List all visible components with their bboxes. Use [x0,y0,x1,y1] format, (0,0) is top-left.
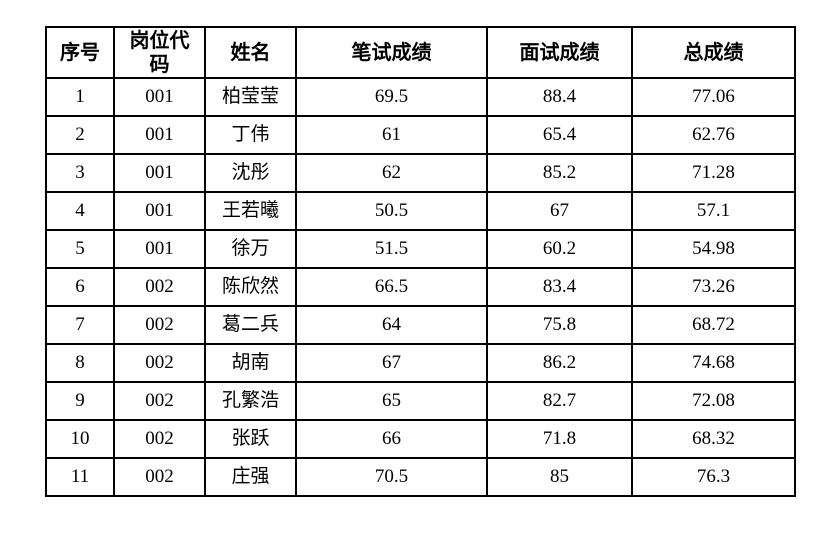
cell-total-score: 68.72 [631,305,796,345]
cell-total-score: 77.06 [631,77,796,117]
cell-written-score: 69.5 [295,77,488,117]
cell-written-score: 50.5 [295,191,488,231]
cell-written-score: 51.5 [295,229,488,269]
column-header-name: 姓名 [204,26,297,79]
cell-name: 王若曦 [204,191,297,231]
cell-total-score: 73.26 [631,267,796,307]
cell-interview-score: 85.2 [486,153,633,193]
table-row: 10 002 张跃 66 71.8 68.32 [45,419,796,459]
table-row: 9 002 孔繁浩 65 82.7 72.08 [45,381,796,421]
cell-interview-score: 71.8 [486,419,633,459]
cell-name: 孔繁浩 [204,381,297,421]
cell-interview-score: 75.8 [486,305,633,345]
cell-written-score: 70.5 [295,457,488,497]
cell-job-code: 002 [113,343,206,383]
cell-index: 8 [45,343,115,383]
column-header-written-score: 笔试成绩 [295,26,488,79]
cell-index: 11 [45,457,115,497]
cell-interview-score: 65.4 [486,115,633,155]
cell-index: 7 [45,305,115,345]
cell-index: 5 [45,229,115,269]
cell-job-code: 002 [113,419,206,459]
cell-total-score: 74.68 [631,343,796,383]
cell-total-score: 76.3 [631,457,796,497]
cell-job-code: 002 [113,305,206,345]
cell-total-score: 54.98 [631,229,796,269]
cell-name: 柏莹莹 [204,77,297,117]
cell-job-code: 001 [113,77,206,117]
cell-index: 2 [45,115,115,155]
cell-interview-score: 67 [486,191,633,231]
table-row: 3 001 沈彤 62 85.2 71.28 [45,153,796,193]
cell-written-score: 67 [295,343,488,383]
header-row: 序号 岗位代码 姓名 笔试成绩 面试成绩 总成绩 [45,26,796,79]
cell-written-score: 62 [295,153,488,193]
cell-index: 10 [45,419,115,459]
cell-written-score: 66 [295,419,488,459]
column-header-index: 序号 [45,26,115,79]
cell-job-code: 002 [113,457,206,497]
table-row: 4 001 王若曦 50.5 67 57.1 [45,191,796,231]
column-header-interview-score: 面试成绩 [486,26,633,79]
cell-index: 6 [45,267,115,307]
table-row: 7 002 葛二兵 64 75.8 68.72 [45,305,796,345]
table-row: 1 001 柏莹莹 69.5 88.4 77.06 [45,77,796,117]
table-row: 5 001 徐万 51.5 60.2 54.98 [45,229,796,269]
cell-total-score: 71.28 [631,153,796,193]
score-table: 序号 岗位代码 姓名 笔试成绩 面试成绩 总成绩 1 001 柏莹莹 69.5 88.4 77.06… [45,26,796,497]
cell-index: 3 [45,153,115,193]
cell-job-code: 001 [113,153,206,193]
cell-total-score: 68.32 [631,419,796,459]
cell-name: 徐万 [204,229,297,269]
cell-name: 沈彤 [204,153,297,193]
cell-job-code: 001 [113,115,206,155]
cell-total-score: 72.08 [631,381,796,421]
cell-job-code: 002 [113,267,206,307]
cell-name: 葛二兵 [204,305,297,345]
cell-written-score: 61 [295,115,488,155]
cell-name: 庄强 [204,457,297,497]
cell-interview-score: 82.7 [486,381,633,421]
cell-index: 4 [45,191,115,231]
cell-written-score: 65 [295,381,488,421]
cell-written-score: 66.5 [295,267,488,307]
table-row: 2 001 丁伟 61 65.4 62.76 [45,115,796,155]
table-row: 11 002 庄强 70.5 85 76.3 [45,457,796,497]
cell-name: 陈欣然 [204,267,297,307]
table-row: 8 002 胡南 67 86.2 74.68 [45,343,796,383]
cell-interview-score: 60.2 [486,229,633,269]
cell-index: 9 [45,381,115,421]
table-row: 6 002 陈欣然 66.5 83.4 73.26 [45,267,796,307]
column-header-job-code: 岗位代码 [113,26,206,79]
cell-interview-score: 88.4 [486,77,633,117]
cell-interview-score: 85 [486,457,633,497]
cell-name: 张跃 [204,419,297,459]
cell-job-code: 002 [113,381,206,421]
cell-name: 丁伟 [204,115,297,155]
cell-total-score: 57.1 [631,191,796,231]
cell-name: 胡南 [204,343,297,383]
column-header-total-score: 总成绩 [631,26,796,79]
cell-job-code: 001 [113,191,206,231]
cell-written-score: 64 [295,305,488,345]
cell-index: 1 [45,77,115,117]
cell-interview-score: 86.2 [486,343,633,383]
cell-interview-score: 83.4 [486,267,633,307]
cell-job-code: 001 [113,229,206,269]
cell-total-score: 62.76 [631,115,796,155]
